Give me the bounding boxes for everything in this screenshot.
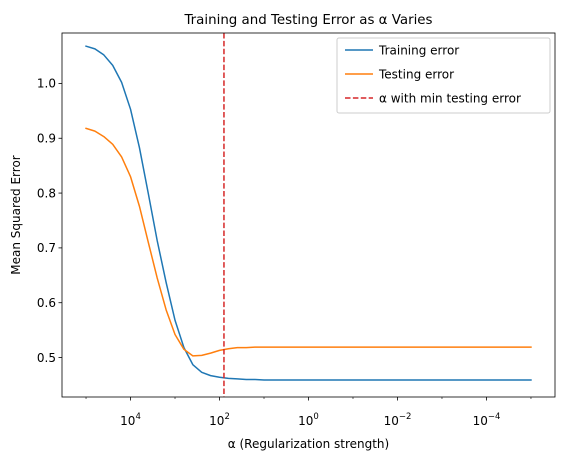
y-tick-label: 0.9: [37, 132, 56, 146]
x-tick-label: 10−4: [473, 412, 501, 428]
y-axis-label: Mean Squared Error: [9, 155, 23, 275]
y-tick-label: 0.8: [37, 186, 56, 200]
legend-box: [336, 37, 551, 114]
legend-label-training-error: Training error: [378, 43, 459, 57]
x-tick-label: 104: [120, 412, 141, 428]
legend-label-testing-error: Testing error: [378, 67, 454, 81]
y-tick-label: 0.5: [37, 351, 56, 365]
series-layer: [85, 45, 532, 381]
legend: Training error Testing error α with min te…: [336, 37, 551, 114]
y-tick-label: 0.7: [37, 241, 56, 255]
series-line-testing-error: [85, 127, 532, 357]
x-tick-label: 100: [298, 412, 319, 428]
x-tick-label: 10−2: [384, 412, 412, 428]
legend-label-min-testing-error: α with min testing error: [379, 91, 521, 105]
y-tick-label: 1.0: [37, 77, 56, 91]
y-tick-label: 0.6: [37, 296, 56, 310]
series-line-training-error: [85, 45, 532, 381]
chart-title: Training and Testing Error as α Varies: [183, 13, 432, 28]
x-axis: 104 102 100 10−2 10−4: [85, 397, 532, 428]
x-axis-label: α (Regularization strength): [228, 437, 389, 451]
y-axis: 0.5 0.6 0.7 0.8 0.9 1.0: [37, 77, 62, 365]
x-tick-label: 102: [209, 412, 230, 428]
